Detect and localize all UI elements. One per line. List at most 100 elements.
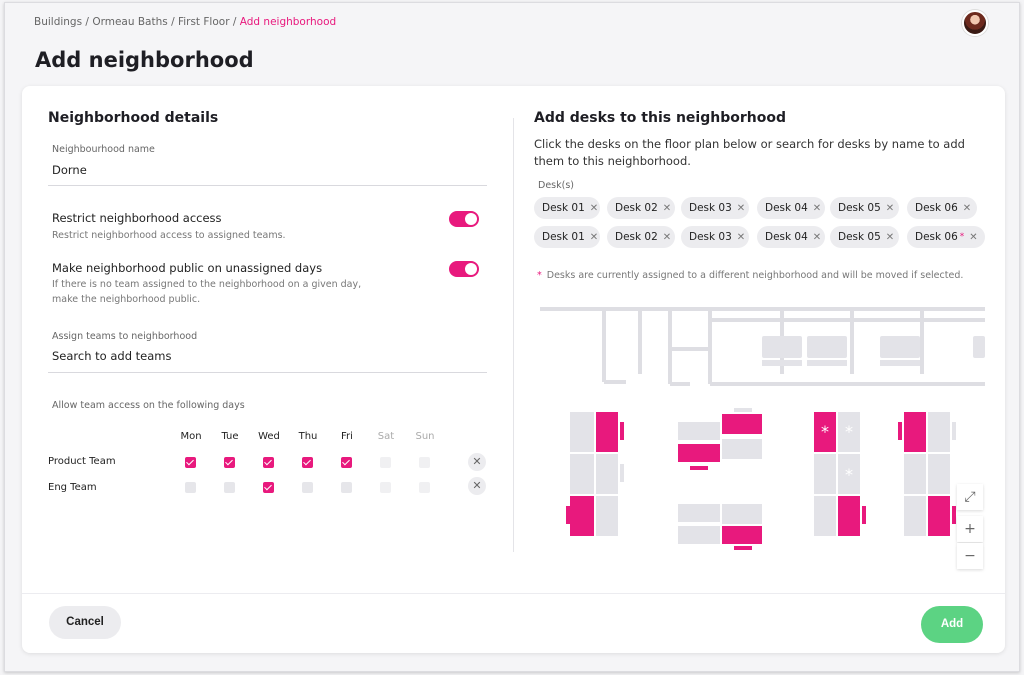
desk-chip-label: Desk 02 (615, 202, 658, 214)
remove-team-button[interactable]: ✕ (468, 477, 486, 495)
expand-map-button[interactable]: ⤢ (957, 484, 983, 510)
add-button[interactable]: Add (921, 606, 983, 643)
eng-fri-checkbox[interactable] (341, 482, 352, 493)
name-underline (48, 185, 487, 186)
desk-chip[interactable]: Desk 01 ✕ (534, 197, 600, 219)
close-icon[interactable]: ✕ (962, 203, 972, 214)
close-icon[interactable]: ✕ (662, 203, 672, 214)
cancel-button[interactable]: Cancel (49, 606, 121, 639)
conflict-note-text: Desks are currently assigned to a differ… (546, 270, 964, 281)
desk-chip-label: Desk 05 (838, 202, 881, 214)
public-toggle[interactable] (449, 261, 479, 277)
name-field[interactable]: Dorne (52, 163, 87, 177)
zoom-out-button[interactable]: − (957, 543, 983, 569)
day-mon: Mon (180, 431, 202, 442)
day-tue: Tue (221, 431, 239, 442)
expand-icon: ⤢ (964, 489, 976, 505)
close-icon[interactable]: ✕ (589, 232, 599, 243)
eng-tue-checkbox[interactable] (224, 482, 235, 493)
column-divider (513, 118, 514, 552)
close-icon[interactable]: ✕ (812, 203, 822, 214)
avatar[interactable] (962, 10, 988, 36)
desk-chip[interactable]: Desk 03 ✕ (681, 197, 749, 219)
breadcrumb: Buildings / Ormeau Baths / First Floor /… (34, 16, 336, 28)
close-icon[interactable]: ✕ (969, 232, 978, 243)
eng-thu-checkbox[interactable] (302, 482, 313, 493)
desk-chip-label: Desk 04 (765, 202, 808, 214)
desk-chip[interactable]: Desk 05 ✕ (830, 197, 899, 219)
breadcrumb-floor[interactable]: First Floor (177, 16, 230, 28)
desk-cluster-1 (566, 412, 624, 536)
public-desc-line: If there is no team assigned to the neig… (52, 279, 362, 290)
remove-team-button[interactable]: ✕ (468, 453, 486, 471)
desk-chip-label: Desk 01 (542, 202, 585, 214)
close-icon[interactable]: ✕ (589, 203, 599, 214)
desk-chip[interactable]: Desk 06 ✕ (907, 197, 977, 219)
desk-chip[interactable]: Desk 03 ✕ (681, 226, 749, 248)
public-desc: If there is no team assigned to the neig… (52, 277, 361, 307)
close-icon: ✕ (472, 455, 482, 468)
name-label: Neighbourhood name (52, 144, 155, 155)
close-icon[interactable]: ✕ (736, 203, 746, 214)
close-icon[interactable]: ✕ (885, 203, 895, 214)
desk-chip-label: Desk 06 (915, 202, 958, 214)
desk-chip-label: Desk 03 (689, 231, 732, 243)
days-label: Allow team access on the following days (52, 400, 245, 411)
day-fri: Fri (341, 431, 353, 442)
floor-plan-rooms (762, 336, 985, 366)
desk-chip[interactable]: Desk 04 ✕ (757, 226, 825, 248)
desks-label: Desk(s) (538, 180, 574, 191)
eng-mon-checkbox[interactable] (185, 482, 196, 493)
zoom-in-button[interactable]: + (957, 516, 983, 542)
eng-wed-checkbox[interactable] (263, 482, 274, 493)
close-icon[interactable]: ✕ (736, 232, 746, 243)
eng-sat-checkbox (380, 482, 391, 493)
teams-search-input[interactable]: Search to add teams (52, 349, 172, 363)
close-icon[interactable]: ✕ (885, 232, 895, 243)
close-icon: ✕ (472, 479, 482, 492)
breadcrumb-buildings[interactable]: Buildings (34, 16, 83, 28)
floor-plan[interactable]: * * * (540, 304, 985, 574)
day-sun: Sun (415, 431, 435, 442)
product-sat-checkbox (380, 457, 391, 468)
desk-chip-label: Desk 05 (838, 231, 881, 243)
floor-plan-walls (540, 307, 985, 386)
restrict-toggle[interactable] (449, 211, 479, 227)
desk-chip[interactable]: Desk 05 ✕ (830, 226, 899, 248)
desk-chip-conflict[interactable]: Desk 06 * ✕ (907, 226, 985, 248)
desk-chip[interactable]: Desk 04 ✕ (757, 197, 825, 219)
restrict-title: Restrict neighborhood access (52, 211, 222, 225)
product-wed-checkbox[interactable] (263, 457, 274, 468)
desk-chip[interactable]: Desk 01 ✕ (534, 226, 600, 248)
product-mon-checkbox[interactable] (185, 457, 196, 468)
close-icon[interactable]: ✕ (662, 232, 672, 243)
breadcrumb-current: Add neighborhood (239, 16, 337, 28)
desk-cluster-4 (898, 412, 956, 536)
desk-cluster-3: * * * (814, 412, 866, 536)
desk-chip[interactable]: Desk 02 ✕ (607, 226, 675, 248)
conflict-note: * Desks are currently assigned to a diffe… (537, 270, 963, 281)
product-thu-checkbox[interactable] (302, 457, 313, 468)
breadcrumb-separator: / (171, 16, 175, 28)
team-name: Product Team (48, 456, 116, 467)
desk-chip[interactable]: Desk 02 ✕ (607, 197, 675, 219)
product-fri-checkbox[interactable] (341, 457, 352, 468)
product-sun-checkbox (419, 457, 430, 468)
desk-chip-label: Desk 01 (542, 231, 585, 243)
product-tue-checkbox[interactable] (224, 457, 235, 468)
conflict-marker: * (959, 232, 965, 242)
asterisk-icon: * (537, 270, 542, 281)
day-thu: Thu (298, 431, 318, 442)
breadcrumb-building[interactable]: Ormeau Baths (92, 16, 168, 28)
day-wed: Wed (258, 431, 280, 442)
desk-chip-label: Desk 02 (615, 231, 658, 243)
svg-text:*: * (821, 422, 829, 441)
desks-description: Click the desks on the floor plan below … (534, 137, 965, 168)
breadcrumb-separator: / (232, 16, 237, 28)
public-desc-line: make the neighborhood public. (52, 294, 201, 305)
desk-chip-label: Desk 03 (689, 202, 732, 214)
teams-label: Assign teams to neighborhood (52, 331, 198, 342)
close-icon[interactable]: ✕ (812, 232, 822, 243)
team-name: Eng Team (48, 482, 97, 493)
eng-sun-checkbox (419, 482, 430, 493)
